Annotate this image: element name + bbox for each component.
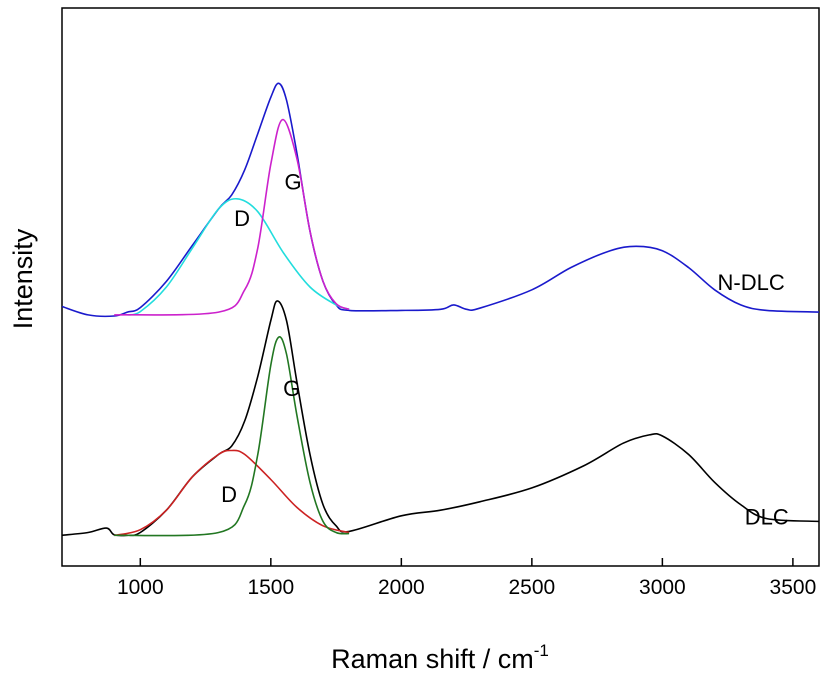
x-tick-label-3500: 3500: [770, 576, 817, 599]
series-line-g-5: [114, 336, 350, 537]
annotation-g-1: G: [284, 170, 301, 195]
series-line-d-1: [127, 197, 350, 316]
series-line-d-4: [114, 449, 350, 537]
annotation-n-dlc-0: N-DLC: [718, 270, 785, 295]
annotation-g-3: G: [283, 376, 300, 401]
x-tick-label-2000: 2000: [378, 576, 425, 599]
series-line-dlc-3: [61, 300, 820, 537]
x-tick-label-3000: 3000: [639, 576, 686, 599]
annotation-d-4: D: [221, 482, 237, 507]
x-tick-label-2500: 2500: [509, 576, 556, 599]
x-axis-ticks: 1000 1500 2000 2500 3000 3500: [117, 558, 816, 599]
plot-frame: [61, 7, 820, 567]
x-axis-title-superscript: -1: [534, 641, 549, 660]
annotation-dlc-5: DLC: [745, 504, 789, 529]
annotation-d-2: D: [234, 206, 250, 231]
x-tick-label-1000: 1000: [117, 576, 164, 599]
x-axis-title-text: Raman shift / cm: [331, 644, 534, 674]
series-line-n-dlc-0: [61, 82, 820, 318]
x-tick-label-1500: 1500: [247, 576, 294, 599]
y-axis-title: Intensity: [8, 228, 38, 329]
annotation-layer: N-DLC G D G D DLC: [221, 170, 789, 530]
series-layer: [61, 82, 820, 537]
series-line-g-2: [114, 118, 350, 316]
x-axis-title: Raman shift / cm-1: [331, 641, 549, 674]
